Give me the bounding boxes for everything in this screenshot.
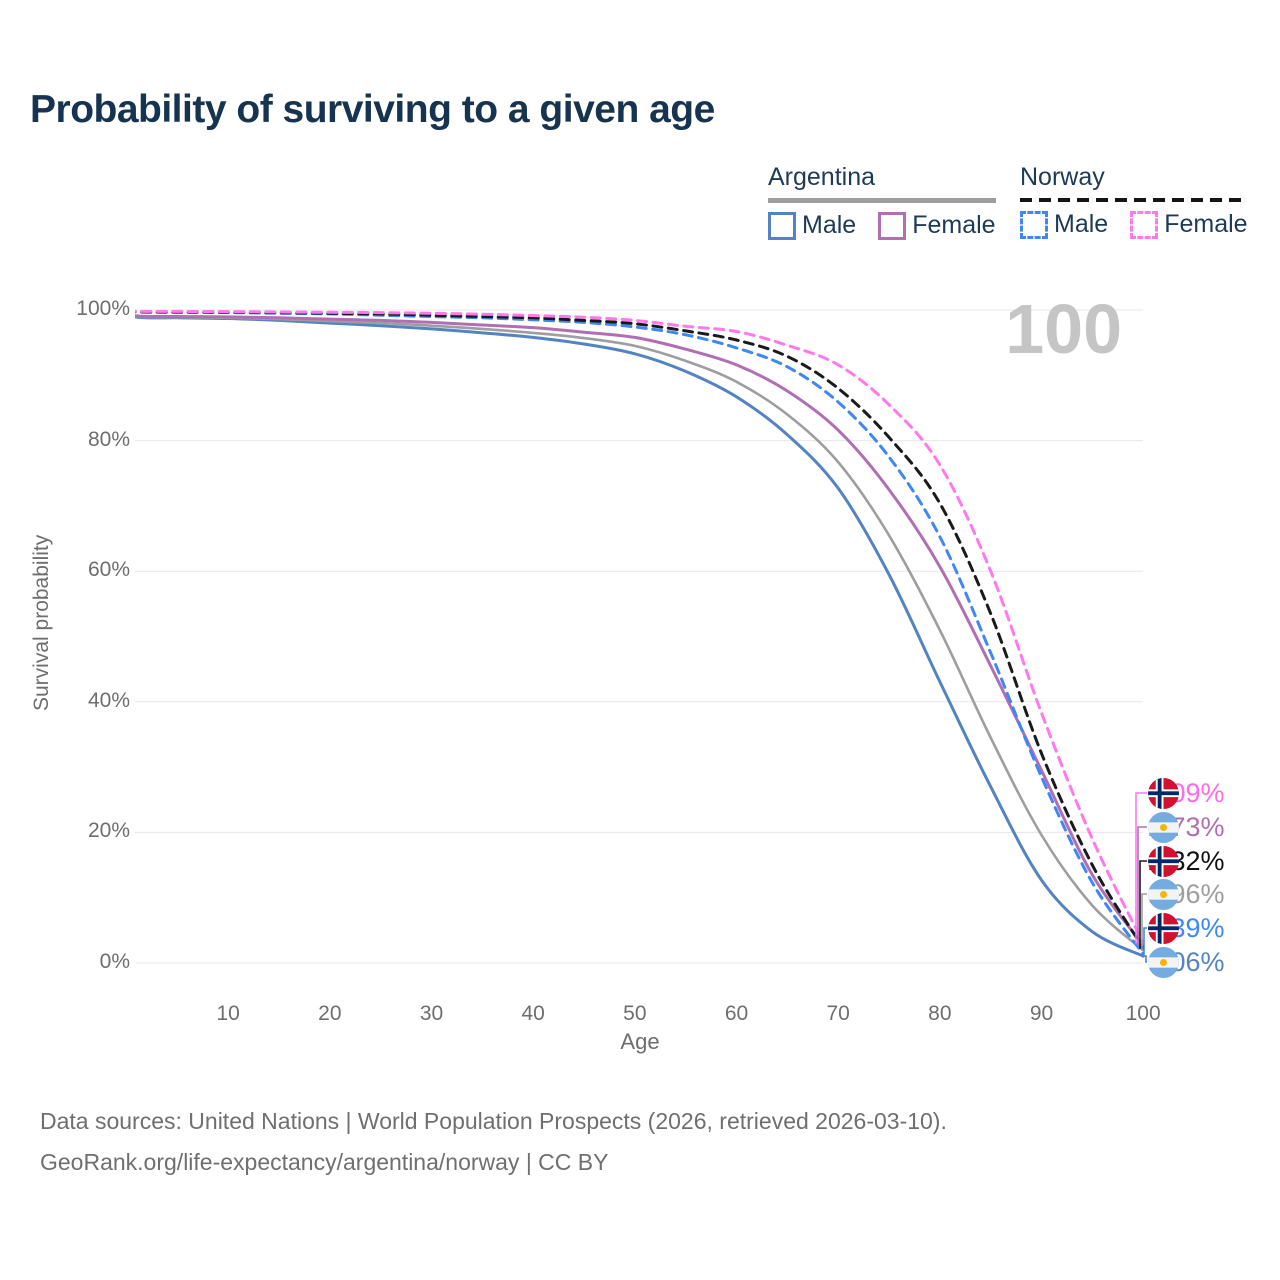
norway-flag-icon [1148, 777, 1179, 809]
x-tick-label: 100 [1125, 1002, 1161, 1025]
y-tick-label: 40% [87, 688, 130, 712]
legend-item-norway-male[interactable]: Male [1020, 210, 1108, 239]
series-line-norway-both-sexes[interactable] [127, 310, 1145, 950]
x-tick-label: 40 [521, 1002, 545, 1025]
y-tick-label: 100% [76, 297, 130, 320]
legend-item-label: Male [1054, 210, 1109, 238]
argentina-flag-icon [1148, 878, 1179, 910]
legend-item-norway-female[interactable]: Female [1130, 210, 1248, 239]
x-axis-title: Age [620, 1029, 660, 1054]
x-tick-label: 60 [724, 1002, 749, 1025]
legend-swatch [1020, 210, 1048, 239]
y-axis-title: Survival probability [30, 534, 53, 712]
legend-swatch [768, 211, 796, 240]
legend-country-label: Argentina [768, 163, 876, 191]
end-label-norway-female[interactable]: 3.09% [1148, 777, 1225, 809]
norway-flag-icon [1148, 912, 1179, 944]
legend-items-argentina: Male Female [768, 211, 996, 240]
y-tick-label: 0% [99, 950, 130, 973]
argentina-flag-icon [1148, 946, 1179, 978]
series-line-argentina-female[interactable] [127, 310, 1145, 947]
end-label-connector [1141, 893, 1147, 951]
x-tick-label: 20 [318, 1002, 342, 1025]
end-label-connector [1143, 955, 1147, 963]
age-annotation: 100 [1005, 290, 1122, 368]
x-tick-label: 30 [419, 1002, 444, 1025]
end-label-argentina-both-sexes[interactable]: 1.96% [1148, 878, 1225, 910]
legend-item-label: Female [912, 211, 996, 239]
legend-item-label: Male [802, 211, 857, 239]
series-line-argentina-male[interactable] [127, 310, 1145, 958]
series-line-norway-male[interactable] [127, 310, 1145, 956]
footer-data-sources: Data sources: United Nations | World Pop… [40, 1108, 947, 1134]
y-tick-label: 80% [87, 427, 130, 451]
legend-item-argentina-male[interactable]: Male [768, 211, 856, 240]
argentina-flag-icon [1148, 811, 1179, 843]
legend-item-argentina-female[interactable]: Female [878, 211, 996, 240]
series-line-argentina-both-sexes[interactable] [127, 310, 1145, 952]
norway-flag-icon [1148, 845, 1179, 877]
series-line-norway-female[interactable] [127, 309, 1145, 945]
x-tick-label: 70 [826, 1002, 850, 1025]
end-label-norway-both-sexes[interactable]: 2.32% [1148, 845, 1225, 877]
legend-swatch [878, 211, 907, 240]
x-tick-label: 50 [623, 1002, 647, 1025]
x-tick-label: 10 [216, 1002, 240, 1025]
legend-country-line-sample [1020, 198, 1248, 202]
end-label-connector [1143, 927, 1147, 955]
chart-title: Probability of surviving to a given age [30, 88, 715, 131]
legend-group-norway: Norway Male Female [1020, 163, 1248, 239]
legend-item-label: Female [1164, 210, 1248, 238]
end-label-argentina-male[interactable]: 1.06% [1148, 946, 1225, 978]
legend-swatch [1130, 210, 1159, 239]
legend-country-label: Norway [1020, 163, 1105, 191]
y-tick-label: 20% [87, 819, 130, 843]
legend-group-argentina: Argentina Male Female [768, 163, 996, 240]
legend-country-line-sample [768, 198, 996, 203]
footer-attribution: GeoRank.org/life-expectancy/argentina/no… [40, 1149, 609, 1175]
x-tick-label: 80 [928, 1002, 952, 1025]
y-tick-label: 60% [87, 558, 130, 582]
end-label-norway-male[interactable]: 1.39% [1148, 912, 1225, 944]
x-tick-label: 90 [1029, 1002, 1054, 1025]
end-label-argentina-female[interactable]: 2.73% [1148, 811, 1225, 843]
legend-items-norway: Male Female [1020, 210, 1248, 239]
